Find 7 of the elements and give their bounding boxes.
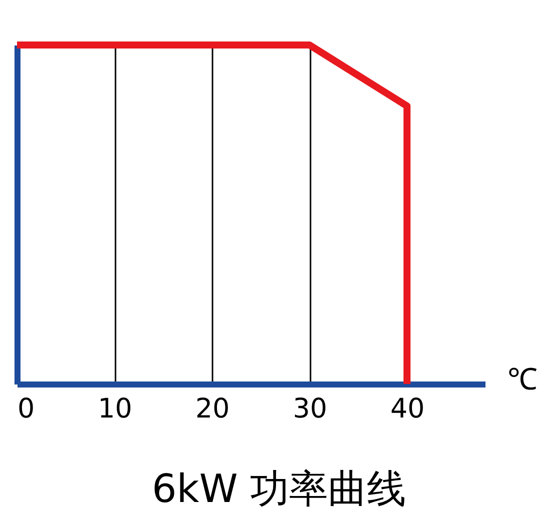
x-tick-label: 30	[292, 394, 328, 424]
x-tick-label: 40	[390, 394, 425, 424]
x-tick-label: 20	[195, 394, 230, 424]
text: 6kW 功率曲线	[152, 467, 406, 512]
x-tick-label: 0	[18, 394, 35, 424]
x-tick-label: 10	[98, 394, 132, 424]
x-axis-title: ℃	[508, 364, 538, 396]
